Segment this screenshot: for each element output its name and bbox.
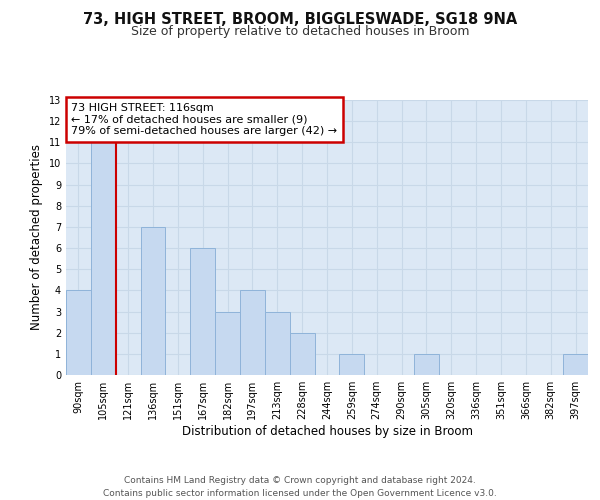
Bar — [190, 248, 215, 375]
Bar — [91, 142, 116, 375]
Y-axis label: Number of detached properties: Number of detached properties — [30, 144, 43, 330]
Bar — [563, 354, 588, 375]
Bar — [290, 332, 314, 375]
Text: Size of property relative to detached houses in Broom: Size of property relative to detached ho… — [131, 25, 469, 38]
Bar — [414, 354, 439, 375]
Text: 73, HIGH STREET, BROOM, BIGGLESWADE, SG18 9NA: 73, HIGH STREET, BROOM, BIGGLESWADE, SG1… — [83, 12, 517, 28]
Bar — [240, 290, 265, 375]
Text: 73 HIGH STREET: 116sqm
← 17% of detached houses are smaller (9)
79% of semi-deta: 73 HIGH STREET: 116sqm ← 17% of detached… — [71, 103, 337, 136]
Text: Contains public sector information licensed under the Open Government Licence v3: Contains public sector information licen… — [103, 489, 497, 498]
Bar — [340, 354, 364, 375]
Bar — [215, 312, 240, 375]
Bar — [265, 312, 290, 375]
Bar — [140, 227, 166, 375]
Bar — [66, 290, 91, 375]
X-axis label: Distribution of detached houses by size in Broom: Distribution of detached houses by size … — [182, 425, 473, 438]
Text: Contains HM Land Registry data © Crown copyright and database right 2024.: Contains HM Land Registry data © Crown c… — [124, 476, 476, 485]
